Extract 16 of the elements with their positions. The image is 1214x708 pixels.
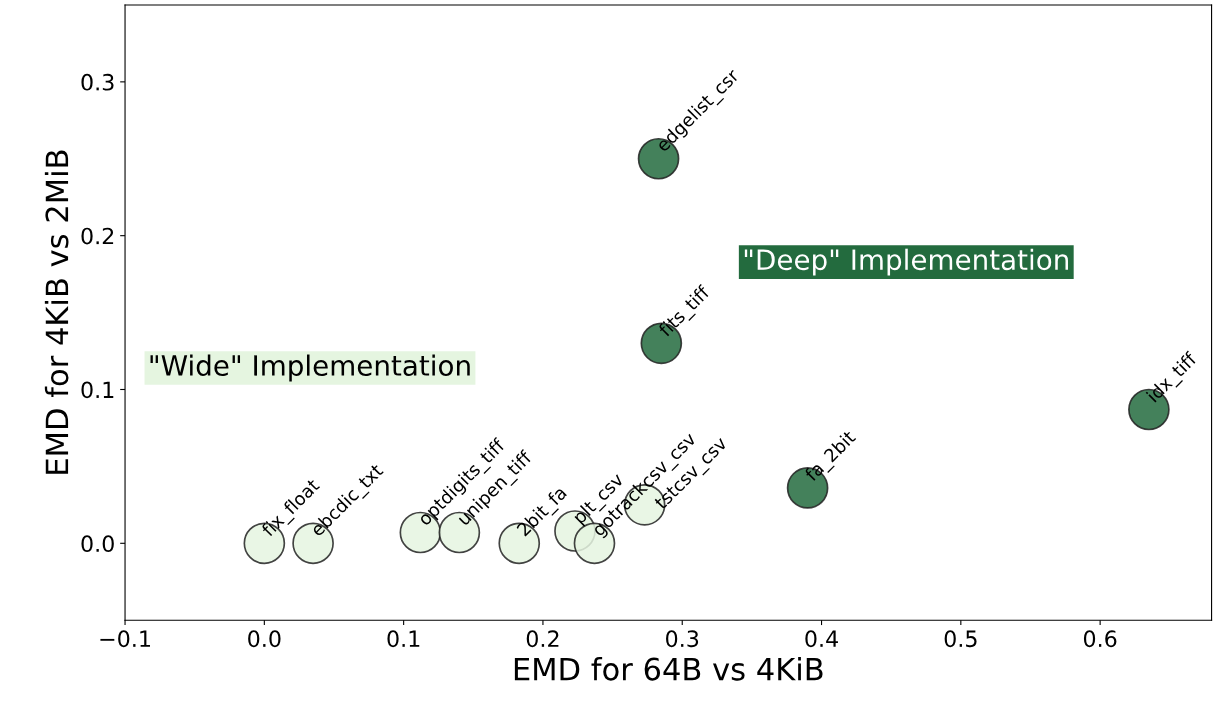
y-tick-label: 0.3 [81,73,114,91]
x-axis-title: EMD for 64B vs 4KiB [514,656,823,681]
x-tick-label: 0.1 [387,630,420,648]
x-tick-label: −0.1 [100,630,150,648]
y-tick-label: 0.0 [81,535,114,553]
x-tick-label: 0.2 [526,630,559,648]
x-tick-label: 0.3 [666,630,699,648]
y-axis-title: EMD for 4KiB vs 2MiB [44,150,69,474]
y-tick-label: 0.1 [81,381,114,399]
x-tick-label: 0.6 [1083,630,1117,648]
y-tick-label: 0.2 [81,227,114,245]
x-tick-label: 0.4 [805,630,838,648]
text: "Deep" Implementation [744,248,1068,276]
text: "Wide" Implementation [150,354,470,382]
x-tick-label: 0.0 [248,630,281,648]
x-tick-label: 0.5 [944,630,977,648]
